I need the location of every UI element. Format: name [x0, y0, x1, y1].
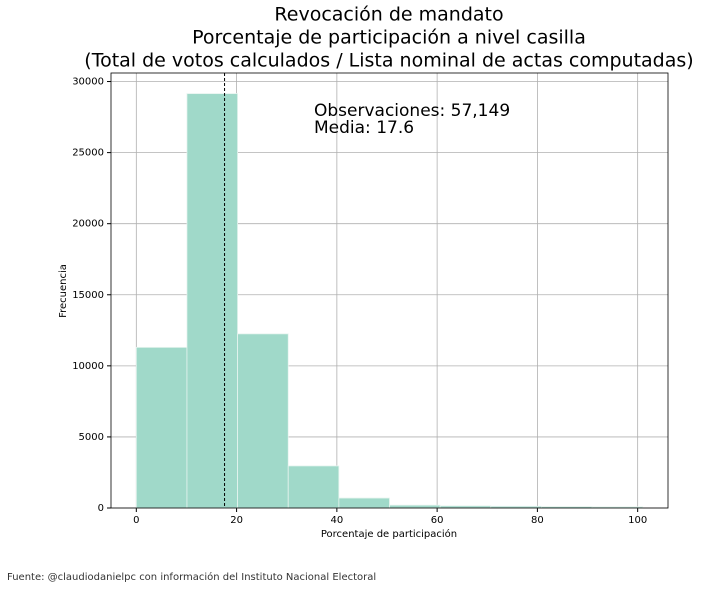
y-tick-label: 0	[98, 503, 104, 514]
x-tick-label: 80	[531, 515, 544, 526]
bar	[287, 465, 340, 509]
y-tick-label: 30000	[72, 77, 104, 88]
source-note: Fuente: @claudiodanielpc con información…	[7, 571, 376, 583]
bar	[237, 333, 289, 509]
bar	[389, 504, 441, 509]
y-tick-label: 15000	[72, 290, 104, 301]
bar	[135, 346, 188, 509]
bar	[186, 93, 238, 509]
chart-title: Revocación de mandato	[274, 4, 503, 26]
plot-frame	[110, 72, 669, 509]
chart-title: Porcentaje de participación a nivel casi…	[192, 27, 586, 49]
y-axis-label: Frecuencia	[58, 264, 69, 318]
annotation: Observaciones: 57,149	[314, 101, 510, 121]
x-axis-label: Porcentaje de participación	[321, 528, 457, 540]
x-tick-label: 0	[133, 515, 139, 526]
x-tick-label: 60	[431, 515, 444, 526]
x-tick-label: 20	[230, 515, 243, 526]
y-tick-label: 25000	[72, 148, 104, 159]
x-tick-label: 40	[330, 515, 343, 526]
chart-title: (Total de votos calculados / Lista nomin…	[84, 50, 693, 72]
bar	[338, 497, 390, 509]
y-tick-label: 20000	[72, 219, 104, 230]
annotation: Media: 17.6	[314, 118, 414, 138]
x-tick-label: 100	[628, 515, 647, 526]
y-tick-label: 10000	[72, 361, 104, 372]
y-tick-label: 5000	[79, 432, 104, 443]
